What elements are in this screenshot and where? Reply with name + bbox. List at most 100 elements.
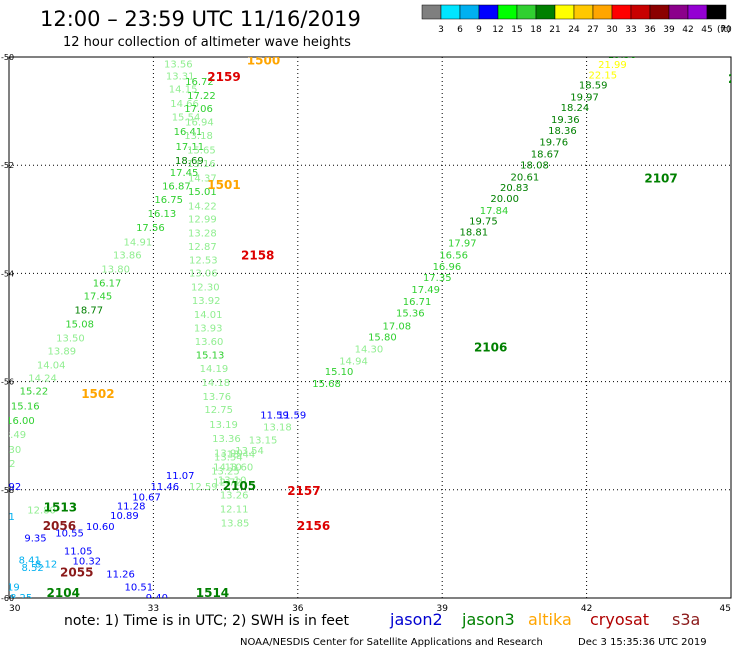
wave-height-label: 14.66 — [170, 99, 199, 110]
wave-height-label: 8.25 — [10, 593, 32, 604]
wave-height-label: 18.77 — [74, 305, 103, 316]
pass-time-label: 2105 — [223, 479, 256, 493]
wave-height-label: 17.45 — [84, 291, 113, 302]
wave-height-label: 13.15 — [249, 435, 278, 446]
footer-note: note: 1) Time is in UTC; 2) SWH is in fe… — [64, 613, 350, 629]
wave-height-label: 13.50 — [56, 334, 85, 345]
legend-s3a: s3a — [672, 610, 700, 629]
wave-height-label: 12.11 — [220, 505, 249, 516]
wave-height-label: 15.13 — [196, 350, 225, 361]
wave-height-label: 16.75 — [154, 195, 183, 206]
wave-height-label: 11.28 — [117, 501, 146, 512]
y-tick-label: -52 — [1, 161, 14, 170]
pass-time-label: 2157 — [287, 484, 320, 498]
wave-height-label: 17.35 — [423, 273, 452, 284]
wave-height-label: 15.08 — [65, 320, 94, 331]
wave-height-label: 21.99 — [598, 60, 627, 71]
color-scale-label: 3 — [438, 25, 444, 35]
wave-height-label: 13.80 — [101, 264, 130, 275]
y-tick-label: -50 — [1, 53, 14, 62]
wave-height-label: 19.72 — [617, 39, 646, 50]
wave-height-label: 17.45 — [170, 168, 199, 179]
wave-height-label: 16.72 — [185, 77, 214, 88]
wave-height-label: 9.40 — [146, 593, 168, 604]
wave-height-label: 15.65 — [187, 145, 216, 156]
wave-height-label: 16.17 — [93, 278, 122, 289]
wave-height-label: 13.28 — [188, 229, 217, 240]
color-scale-bar: 3 6 9 12 15 18 21 24 27 30 33 36 39 42 45 70 — [421, 4, 732, 35]
wave-height-label: 13.18 — [263, 422, 292, 433]
y-tick-label: -60 — [1, 594, 14, 603]
wave-height-label: 12.42 — [0, 459, 15, 470]
pass-time-label: 2158 — [241, 248, 274, 262]
chart-subtitle: 12 hour collection of altimeter wave hei… — [63, 35, 351, 50]
wave-height-label: 14.37 — [188, 173, 217, 184]
y-tick-label: -56 — [1, 378, 14, 387]
color-scale-label: 39 — [663, 25, 675, 35]
pass-time-label: 2107 — [644, 172, 677, 186]
wave-height-label: 16.00 — [6, 416, 35, 427]
wave-height-label: 13.85 — [221, 519, 250, 530]
wave-height-label: 13.89 — [48, 347, 77, 358]
color-scale-label: 24 — [568, 25, 580, 35]
satellite-legend: jason2 jason3 altika cryosat s3a — [389, 610, 700, 629]
legend-altika: altika — [528, 610, 572, 629]
pass-time-label: 1500 — [247, 54, 280, 68]
color-swatch — [440, 4, 461, 20]
wave-height-label: 15.68 — [312, 379, 341, 390]
wave-height-label: 11.59 — [278, 410, 307, 421]
wave-height-label: 13.49 — [0, 430, 26, 441]
wave-height-label: 14.15 — [169, 85, 198, 96]
wave-height-label: 13.10 — [218, 475, 247, 486]
color-scale-label: 70 — [720, 25, 732, 35]
pass-time-label: 1513 — [44, 500, 77, 514]
wave-height-label: 15.36 — [396, 309, 425, 320]
wave-height-label: 16.56 — [439, 250, 468, 261]
wave-height-label: 17.97 — [448, 238, 477, 249]
legend-jason2: jason2 — [389, 610, 443, 629]
wave-height-label: 20.61 — [511, 172, 540, 183]
wave-height-label: 17.11 — [176, 142, 205, 153]
wave-height-label: 12.72 — [213, 477, 242, 488]
wave-height-label: 17.08 — [383, 322, 412, 333]
wave-height-label: 10.60 — [86, 522, 115, 533]
color-scale-label: 15 — [511, 25, 522, 35]
pass-time-label: 210 — [728, 72, 740, 86]
wave-height-label: 13.54 — [235, 446, 264, 457]
pass-time-label: 1501 — [207, 178, 240, 192]
wave-height-label: 10.32 — [73, 556, 102, 567]
wave-height-label: 17.49 — [411, 285, 440, 296]
wave-height-label: 11.59 — [260, 410, 289, 421]
wave-height-label: 12.87 — [188, 242, 217, 253]
pass-time-label: 2055 — [60, 565, 93, 579]
wave-height-label: 10.51 — [125, 582, 154, 593]
color-scale-label: 33 — [625, 25, 636, 35]
wave-height-label: 11.07 — [166, 471, 195, 482]
wave-height-label: 20.83 — [500, 183, 529, 194]
color-swatch — [611, 4, 632, 20]
wave-height-label: 12.30 — [191, 283, 220, 294]
color-swatch — [516, 4, 537, 20]
color-swatch — [649, 4, 670, 20]
x-tick-label: 39 — [436, 604, 448, 614]
wave-height-label: 13.60 — [195, 337, 224, 348]
pass-time-label: 1502 — [81, 387, 114, 401]
wave-height-label: 15.10 — [325, 367, 354, 378]
wave-height-label: 10.55 — [55, 528, 84, 539]
wave-height-label: 19.58 — [608, 50, 637, 61]
pass-time-label: 2159 — [207, 70, 240, 84]
wave-height-label: 15.80 — [368, 332, 397, 343]
wave-height-label: 18.08 — [520, 160, 549, 171]
legend-cryosat: cryosat — [590, 610, 649, 629]
x-tick-label: 30 — [9, 604, 21, 614]
color-swatch — [478, 4, 499, 20]
chart-title: 12:00 – 23:59 UTC 11/16/2019 — [40, 7, 361, 31]
wave-height-label: 18.67 — [531, 150, 560, 161]
color-scale-label: 30 — [606, 25, 618, 35]
x-tick-label: 36 — [292, 604, 304, 614]
color-scale-label: 45 — [701, 25, 712, 35]
wave-height-label: 14.30 — [355, 344, 384, 355]
wave-height-label: 12.99 — [188, 215, 217, 226]
color-swatch — [573, 4, 594, 20]
